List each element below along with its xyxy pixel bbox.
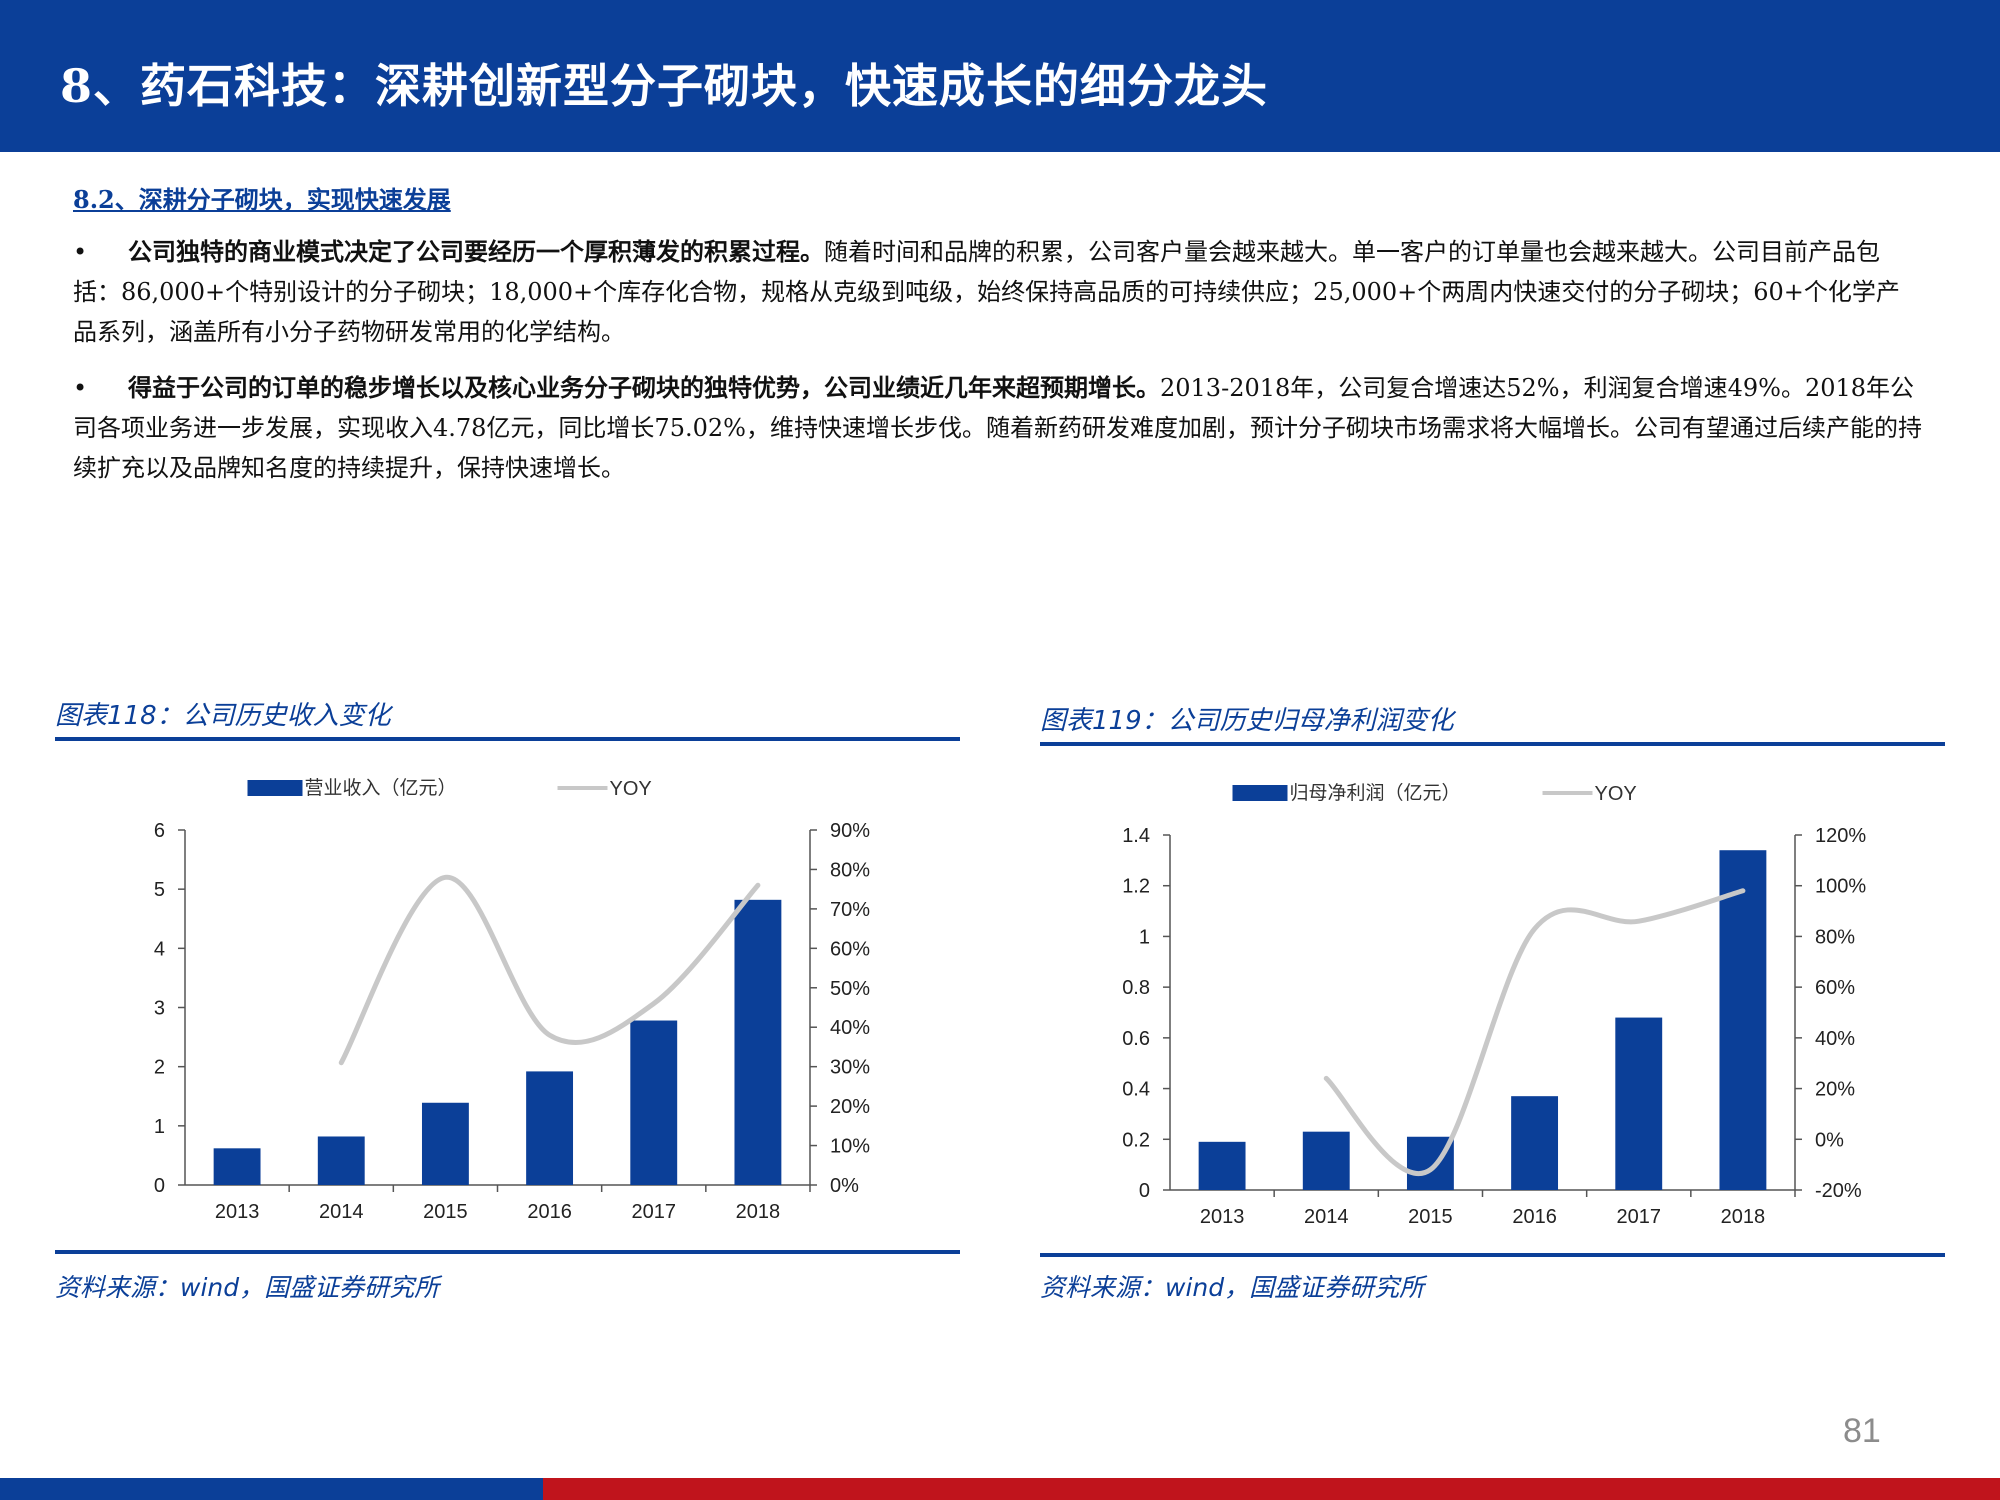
bullet-marker: • (73, 374, 88, 402)
right-tick-label: 0% (830, 1175, 859, 1197)
bar-2017 (630, 1020, 678, 1185)
right-tick-label: 50% (830, 978, 870, 1000)
figure-119-title: 图表119：公司历史归母净利润变化 (1040, 706, 1454, 736)
right-tick-label: 90% (830, 820, 870, 842)
right-tick-label: 40% (1815, 1028, 1855, 1050)
left-tick-label: 0.6 (1122, 1028, 1150, 1050)
legend-line-label: YOY (610, 778, 652, 800)
x-tick-label: 2017 (632, 1201, 677, 1223)
left-tick-label: 1.2 (1122, 876, 1150, 898)
bar-2013 (213, 1148, 261, 1185)
x-tick-label: 2013 (1200, 1206, 1245, 1228)
legend-bar-swatch (247, 780, 303, 796)
revenue-chart: 营业收入（亿元） YOY01234560%10%20%30%40%50%60%70… (154, 777, 870, 1223)
left-tick-label: 4 (154, 938, 165, 960)
figure-118-source: 资料来源：wind，国盛证券研究所 (55, 1273, 440, 1302)
yoy-line (1323, 888, 1746, 1176)
bar-2013 (1198, 1141, 1246, 1190)
legend-bar-label: 归母净利润（亿元） (1290, 782, 1461, 804)
bullet-2-text: 2013-2018年，公司复合增速达52%，利润复合增速49%。2018年公司各… (73, 374, 1922, 482)
right-tick-label: 0% (1815, 1129, 1844, 1151)
right-tick-label: 10% (830, 1136, 870, 1158)
right-tick-label: 60% (830, 938, 870, 960)
x-tick-label: 2015 (1408, 1206, 1453, 1228)
left-tick-label: 1 (154, 1116, 165, 1138)
bar-2015 (421, 1102, 469, 1185)
left-tick-label: 0.8 (1122, 977, 1150, 999)
bullet-2: • 得益于公司的订单的稳步增长以及核心业务分子砌块的独特优势，公司业绩近几年来超预… (73, 368, 1923, 488)
x-tick-label: 2017 (1617, 1206, 1662, 1228)
left-tick-label: 6 (154, 820, 165, 842)
left-tick-label: 0 (154, 1175, 165, 1197)
x-tick-label: 2014 (319, 1201, 364, 1223)
yoy-line (338, 874, 761, 1066)
right-tick-label: 80% (830, 859, 870, 881)
right-tick-label: 60% (1815, 977, 1855, 999)
figure-119-source: 资料来源：wind，国盛证券研究所 (1040, 1273, 1425, 1302)
net-profit-chart: 归母净利润（亿元） YOY 0 0.2 0.4 0.6 0.8 1 1.2 1.4 -20% 0% 20… (1122, 782, 1866, 1228)
right-tick-label: -20% (1815, 1180, 1862, 1202)
figure-119-top-rule (1040, 742, 1945, 746)
legend-line-label: YOY (1595, 783, 1637, 805)
right-tick-label: 100% (1815, 876, 1866, 898)
left-tick-label: 1.4 (1122, 825, 1150, 847)
footer-bar-blue (0, 1478, 543, 1500)
figure-118-title: 图表118：公司历史收入变化 (55, 701, 391, 731)
left-tick-label: 0 (1139, 1180, 1150, 1202)
footer-bar-red (543, 1478, 2000, 1500)
bar-2016 (526, 1071, 574, 1185)
right-tick-label: 20% (830, 1096, 870, 1118)
figure-119-bottom-rule (1040, 1253, 1945, 1257)
bar-2014 (317, 1136, 365, 1185)
left-tick-label: 1 (1139, 926, 1150, 948)
x-tick-label: 2018 (1721, 1206, 1766, 1228)
bar-2018 (734, 899, 782, 1185)
figure-118-bottom-rule (55, 1250, 960, 1254)
x-tick-label: 2013 (215, 1201, 259, 1223)
left-tick-label: 0.4 (1122, 1079, 1150, 1101)
right-tick-label: 80% (1815, 926, 1855, 948)
header-bar: 8、药石科技：深耕创新型分子砌块，快速成长的细分龙头 (0, 0, 2000, 152)
left-tick-label: 2 (154, 1057, 165, 1079)
right-tick-label: 20% (1815, 1079, 1855, 1101)
left-tick-label: 3 (154, 998, 165, 1020)
bullet-1-text: 随着时间和品牌的积累，公司客户量会越来越大。单一客户的订单量也会越来越大。公司目… (73, 238, 1900, 346)
x-tick-label: 2014 (1304, 1206, 1349, 1228)
right-tick-label: 70% (830, 899, 870, 921)
bar-2016 (1511, 1096, 1559, 1190)
bullet-2-lead: 得益于公司的订单的稳步增长以及核心业务分子砌块的独特优势，公司业绩近几年来超预期… (128, 373, 1160, 402)
slide-title: 8、药石科技：深耕创新型分子砌块，快速成长的细分龙头 (60, 59, 1269, 113)
bar-2018 (1719, 850, 1767, 1190)
page-number: 81 (1843, 1412, 1881, 1450)
right-tick-label: 120% (1815, 825, 1866, 847)
legend-bar-swatch (1232, 785, 1288, 801)
bullet-marker: • (73, 238, 88, 266)
right-tick-label: 30% (830, 1057, 870, 1079)
figure-118-top-rule (55, 737, 960, 741)
left-tick-label: 0.2 (1122, 1129, 1150, 1151)
bullet-1-lead: 公司独特的商业模式决定了公司要经历一个厚积薄发的积累过程。 (128, 237, 824, 266)
left-tick-label: 5 (154, 879, 165, 901)
x-tick-label: 2018 (736, 1201, 781, 1223)
bar-2017 (1615, 1017, 1663, 1190)
bullet-1: • 公司独特的商业模式决定了公司要经历一个厚积薄发的积累过程。随着时间和品牌的积累… (73, 232, 1923, 352)
right-tick-label: 40% (830, 1017, 870, 1039)
x-tick-label: 2016 (1512, 1206, 1557, 1228)
x-tick-label: 2015 (423, 1201, 468, 1223)
section-title: 8.2、深耕分子砌块，实现快速发展 (73, 185, 451, 214)
legend-bar-label: 营业收入（亿元） (305, 777, 457, 799)
bar-2014 (1302, 1131, 1350, 1190)
x-tick-label: 2016 (527, 1201, 572, 1223)
